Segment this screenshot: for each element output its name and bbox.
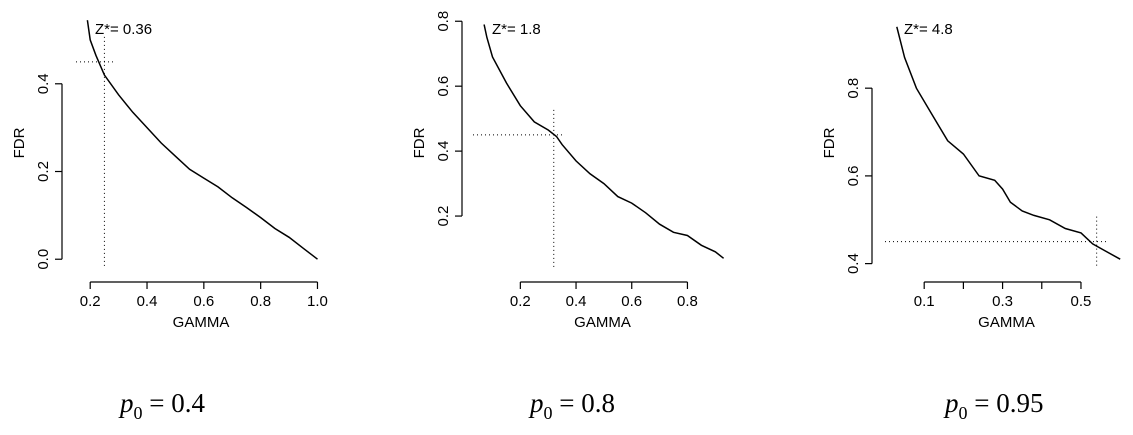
x-axis-title: GAMMA bbox=[978, 314, 1035, 331]
fdr-curve bbox=[86, 20, 318, 260]
z-star-annotation: Z*= 0.36 bbox=[95, 21, 152, 38]
y-tick-label: 0.4 bbox=[435, 141, 452, 162]
fdr-curve bbox=[896, 26, 1121, 260]
panel-caption: p0 = 0.95 bbox=[943, 388, 1043, 423]
y-tick-label: 0.2 bbox=[435, 206, 452, 227]
x-tick-label: 1.0 bbox=[307, 293, 328, 310]
x-tick-label: 0.2 bbox=[80, 293, 101, 310]
caption-subscript: 0 bbox=[544, 403, 553, 423]
chart-panel-p0-0.8: 0.2 0.4 0.6 0.8 GAMMA 0.2 0.4 0.6 0.8 FDR Z*= 1.8 p… bbox=[411, 11, 725, 423]
chart-panel-p0-0.95: 0.1 0.3 0.5 GAMMA 0.4 0.6 0.8 FDR Z*= 4.8 p0 = 0.… bbox=[821, 21, 1121, 423]
x-tick-label: 0.6 bbox=[193, 293, 214, 310]
chart-panel-p0-0.4: 0.2 0.4 0.6 0.8 1.0 GAMMA 0.0 0.2 0.4 FDR Z*= 0.36… bbox=[11, 20, 328, 423]
x-tick-label: 0.2 bbox=[510, 293, 531, 310]
panel-caption: p0 = 0.4 bbox=[118, 388, 205, 423]
y-tick-label: 0.8 bbox=[435, 11, 452, 32]
y-axis-title: FDR bbox=[411, 127, 428, 158]
y-axis-title: FDR bbox=[11, 127, 28, 158]
y-tick-label: 0.6 bbox=[845, 165, 862, 186]
x-tick-label: 0.1 bbox=[914, 293, 935, 310]
x-axis-title: GAMMA bbox=[574, 314, 631, 331]
y-tick-label: 0.4 bbox=[35, 73, 52, 94]
panel-caption: p0 = 0.8 bbox=[528, 388, 615, 423]
caption-value: = 0.4 bbox=[143, 388, 206, 418]
x-tick-label: 0.4 bbox=[566, 293, 587, 310]
x-tick-label: 0.8 bbox=[250, 293, 271, 310]
caption-value: = 0.8 bbox=[553, 388, 615, 418]
caption-symbol: p bbox=[943, 388, 959, 418]
y-tick-label: 0.0 bbox=[35, 249, 52, 270]
z-star-annotation: Z*= 4.8 bbox=[904, 21, 953, 38]
x-tick-label: 0.8 bbox=[677, 293, 698, 310]
y-tick-label: 0.6 bbox=[435, 76, 452, 97]
x-axis-title: GAMMA bbox=[173, 314, 230, 331]
y-tick-label: 0.2 bbox=[35, 161, 52, 182]
y-tick-label: 0.4 bbox=[845, 253, 862, 274]
caption-value: = 0.95 bbox=[968, 388, 1044, 418]
y-axis-title: FDR bbox=[821, 127, 838, 158]
caption-subscript: 0 bbox=[959, 403, 968, 423]
x-tick-label: 0.3 bbox=[992, 293, 1013, 310]
fdr-curve bbox=[483, 24, 725, 259]
x-tick-label: 0.5 bbox=[1071, 293, 1092, 310]
x-tick-label: 0.6 bbox=[621, 293, 642, 310]
caption-symbol: p bbox=[528, 388, 544, 418]
caption-symbol: p bbox=[118, 388, 134, 418]
z-star-annotation: Z*= 1.8 bbox=[492, 21, 541, 38]
caption-subscript: 0 bbox=[134, 403, 143, 423]
x-tick-label: 0.4 bbox=[137, 293, 158, 310]
y-tick-label: 0.8 bbox=[845, 78, 862, 99]
